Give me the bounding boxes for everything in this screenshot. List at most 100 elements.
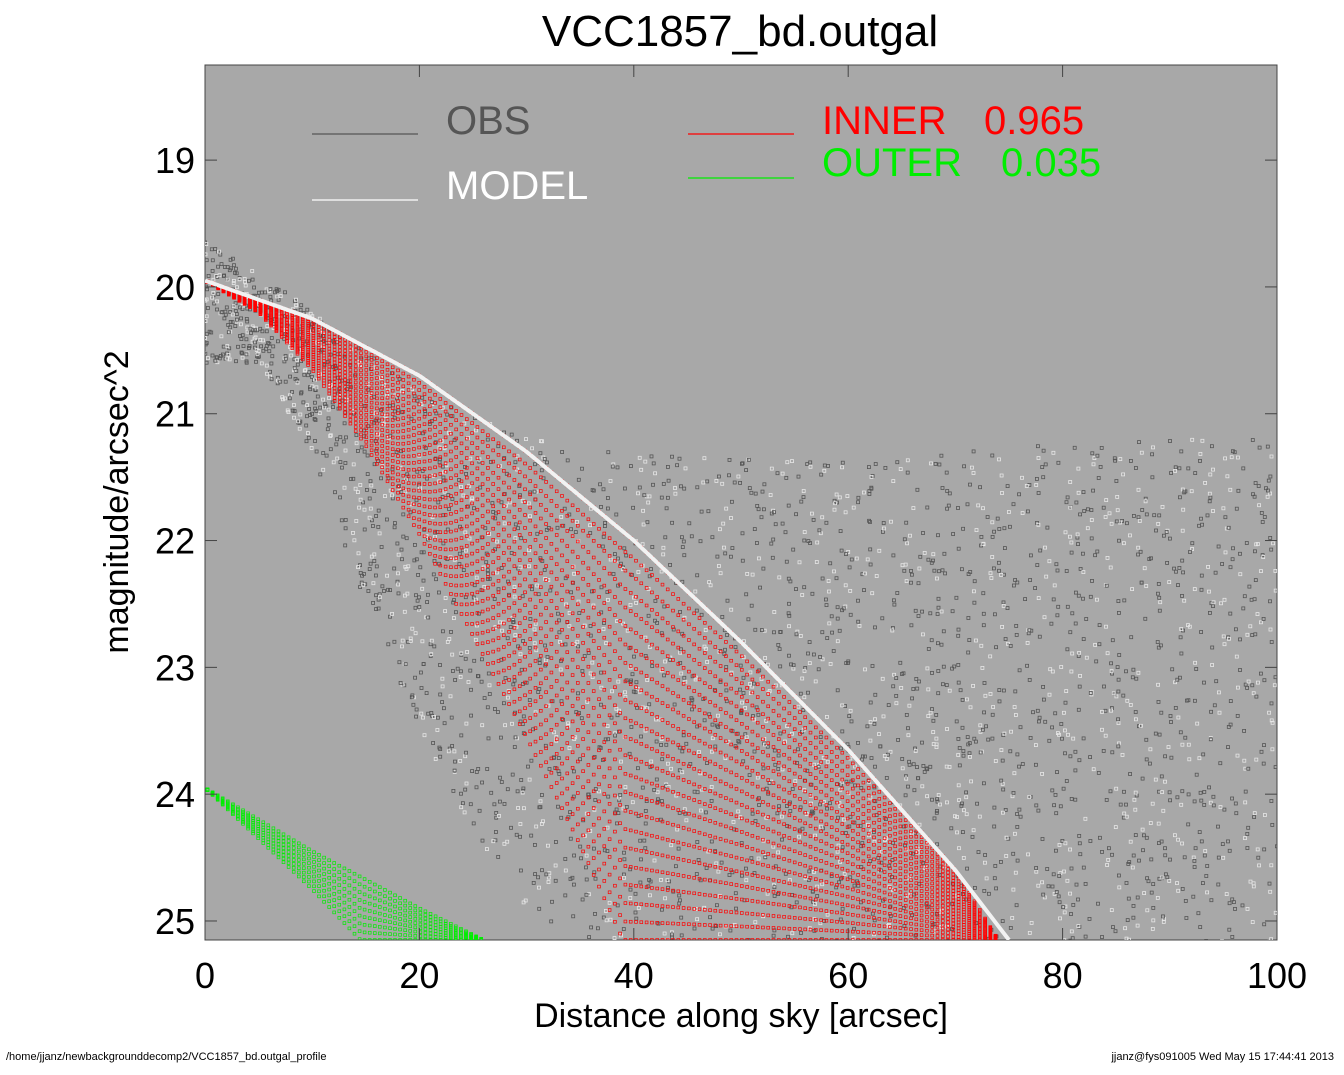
obs-point: [1255, 612, 1260, 616]
obs-point: [910, 831, 914, 836]
obs-point: [1144, 757, 1149, 762]
obs-point: [935, 799, 940, 804]
obs-point: [997, 568, 1001, 573]
obs-point: [801, 708, 806, 712]
obs-point: [1088, 964, 1091, 967]
obs-point: [1157, 608, 1162, 613]
obs-point: [724, 688, 729, 693]
obs-point: [930, 797, 934, 802]
obs-point: [584, 865, 588, 870]
obs-point: [929, 638, 934, 643]
obs-point: [1063, 530, 1068, 535]
obs-point: [685, 959, 688, 962]
obs-point: [1056, 604, 1061, 609]
obs-point: [372, 559, 377, 563]
obs-point: [1076, 593, 1081, 598]
obs-point: [1135, 923, 1140, 928]
obs-point: [1227, 927, 1232, 932]
obs-point: [723, 647, 727, 652]
obs-point: [656, 797, 660, 802]
obs-point: [748, 682, 752, 686]
obs-point: [1173, 465, 1178, 470]
obs-point: [295, 378, 300, 383]
obs-point: [1096, 476, 1101, 480]
obs-point: [704, 810, 708, 815]
obs-point: [840, 906, 845, 911]
obs-point: [678, 650, 682, 655]
obs-point: [606, 794, 611, 799]
obs-point: [1243, 800, 1248, 805]
obs-point: [666, 761, 670, 766]
obs-point: [562, 506, 567, 511]
obs-point: [433, 456, 438, 461]
obs-point: [702, 456, 707, 461]
obs-point: [492, 707, 497, 711]
obs-point: [640, 785, 645, 790]
obs-point: [826, 579, 831, 583]
obs-point: [863, 944, 866, 947]
obs-point: [861, 946, 864, 949]
obs-point: [907, 703, 912, 708]
obs-point: [746, 457, 751, 462]
obs-point: [973, 886, 977, 890]
obs-point: [983, 860, 987, 865]
obs-point: [255, 354, 259, 359]
obs-point: [623, 785, 628, 789]
obs-point: [345, 397, 350, 402]
obs-point: [299, 303, 304, 308]
obs-point: [1190, 547, 1194, 551]
obs-point: [971, 684, 975, 688]
obs-point: [734, 906, 738, 911]
obs-point: [1262, 743, 1266, 747]
obs-point: [771, 933, 776, 938]
obs-point: [469, 713, 474, 718]
obs-point: [710, 749, 714, 754]
obs-point: [1041, 475, 1046, 480]
obs-point: [802, 538, 807, 543]
obs-point: [326, 407, 331, 412]
obs-point: [672, 702, 677, 707]
obs-point: [997, 699, 1002, 704]
obs-point: [449, 405, 454, 410]
obs-point: [799, 499, 804, 504]
obs-point: [1000, 758, 1005, 763]
obs-point: [1161, 961, 1164, 964]
obs-point: [400, 557, 404, 562]
obs-point: [1211, 604, 1215, 608]
obs-point: [776, 767, 781, 771]
obs-point: [744, 866, 748, 871]
obs-point: [575, 639, 580, 644]
obs-point: [632, 595, 636, 600]
obs-point: [653, 947, 656, 950]
obs-point: [858, 823, 863, 828]
obs-point: [255, 351, 260, 356]
obs-point: [1055, 613, 1060, 618]
obs-point: [630, 943, 633, 946]
obs-point: [783, 871, 788, 876]
obs-point: [780, 837, 784, 842]
obs-point: [772, 610, 777, 614]
obs-point: [1014, 633, 1019, 637]
obs-point: [619, 759, 623, 764]
obs-point: [873, 462, 878, 466]
obs-point: [1156, 700, 1161, 704]
obs-point: [1133, 833, 1138, 837]
obs-point: [904, 847, 909, 852]
obs-point: [358, 483, 363, 487]
obs-point: [499, 780, 504, 784]
obs-point: [888, 749, 893, 754]
obs-point: [429, 419, 434, 424]
obs-point: [497, 799, 502, 804]
obs-point: [1139, 580, 1144, 585]
obs-point: [739, 941, 742, 944]
obs-point: [740, 461, 745, 466]
obs-point: [794, 587, 798, 591]
obs-point: [822, 959, 825, 962]
obs-point: [835, 616, 840, 621]
obs-point: [990, 535, 995, 539]
obs-point: [915, 487, 920, 492]
obs-point: [1117, 611, 1121, 615]
obs-point: [911, 506, 916, 511]
obs-point: [704, 866, 709, 870]
obs-point: [1178, 730, 1183, 735]
